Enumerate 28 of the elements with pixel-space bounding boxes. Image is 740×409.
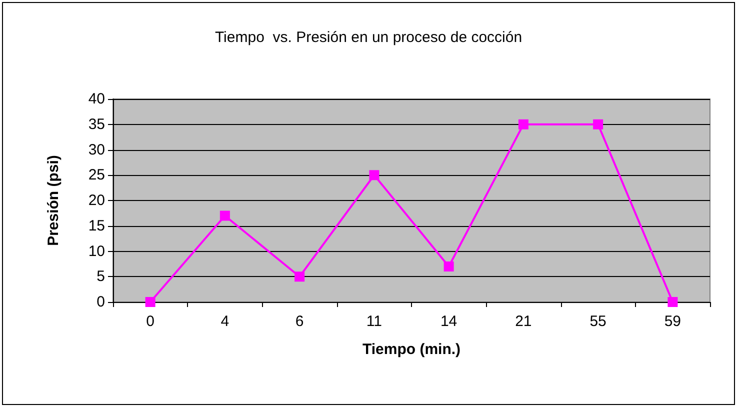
x-tick-label: 4 <box>220 313 230 330</box>
y-tick-label: 15 <box>88 217 105 234</box>
x-tick-label: 0 <box>146 313 154 330</box>
x-tick-label: 11 <box>366 313 382 330</box>
y-tick-label: 10 <box>88 242 105 260</box>
x-tick-label: 14 <box>440 313 458 330</box>
y-tick-label: 5 <box>96 268 105 286</box>
point <box>369 170 380 180</box>
chart-title: Tiempo vs. Presión en un proceso de cocción <box>214 29 522 46</box>
x-tick-label: 59 <box>664 313 682 330</box>
x-axis-title: Tiempo (min.) <box>362 341 461 358</box>
y-tick-label: 0 <box>96 294 105 310</box>
x-tick-label: 6 <box>295 313 304 330</box>
point <box>593 119 604 130</box>
x-tick-label: 55 <box>590 313 606 330</box>
y-tick-label: 40 <box>88 90 105 108</box>
x-tick-label: 21 <box>515 313 532 330</box>
y-tick-label: 20 <box>88 192 105 209</box>
y-tick-label: 35 <box>88 116 105 133</box>
point <box>668 297 678 307</box>
y-axis-title: Presión (psi) <box>45 155 62 246</box>
point <box>220 210 230 221</box>
point <box>294 272 305 282</box>
y-tick-label: 25 <box>88 166 105 184</box>
y-tick-label: 30 <box>88 141 105 158</box>
point <box>518 119 528 130</box>
point <box>145 297 156 307</box>
point <box>444 261 454 272</box>
